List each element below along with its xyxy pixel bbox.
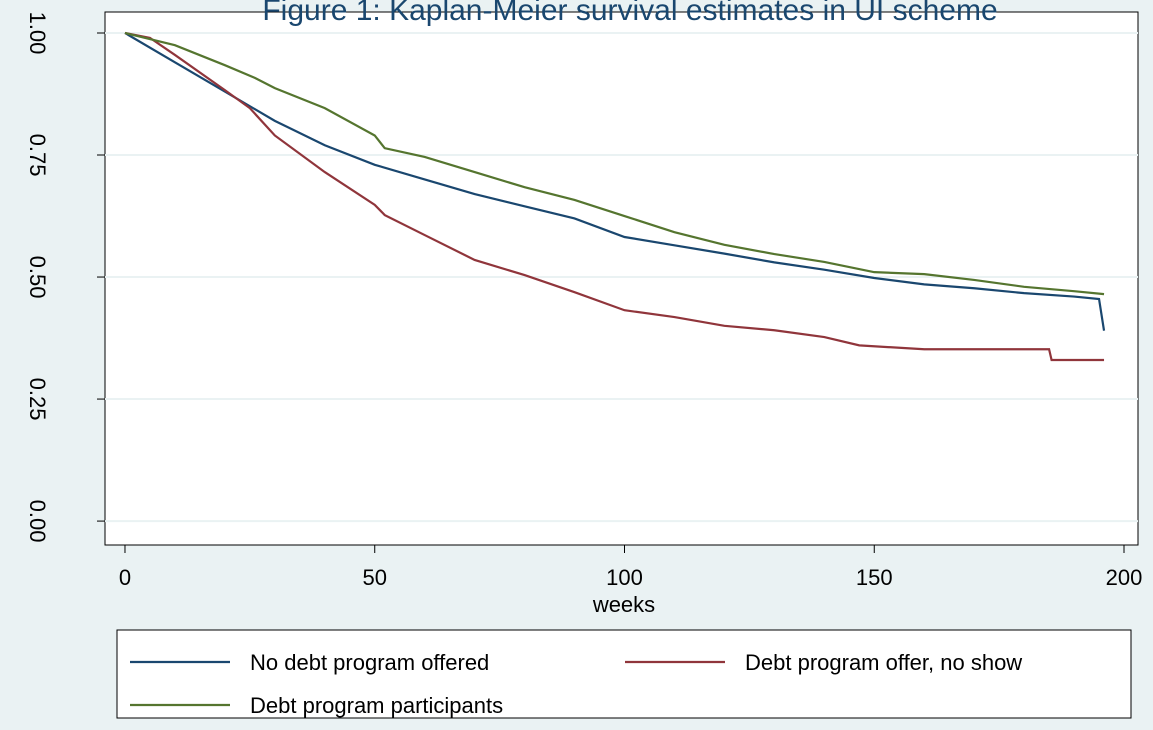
y-tick-label: 0.25 [25,378,50,421]
y-tick-label: 0.50 [25,256,50,299]
y-tick-label: 0.00 [25,500,50,543]
x-tick-label: 50 [362,565,386,590]
x-tick-label: 150 [856,565,893,590]
x-tick-label: 200 [1106,565,1143,590]
legend-label: Debt program participants [250,693,503,718]
survival-line [124,32,1106,331]
legend-label: No debt program offered [250,650,489,675]
y-tick-label: 0.75 [25,134,50,177]
y-tick-label: 1.00 [25,12,50,55]
legend [116,629,1132,719]
x-tick-label: 0 [119,565,131,590]
x-tick-label: 100 [606,565,643,590]
x-axis-label: weeks [592,592,655,617]
plot-area [104,11,1139,546]
chart-title: Figure 1: Kaplan-Meier survival estimate… [262,0,997,27]
survival-line [124,31,1105,296]
legend-label: Debt program offer, no show [745,650,1022,675]
survival-line [124,31,1105,362]
